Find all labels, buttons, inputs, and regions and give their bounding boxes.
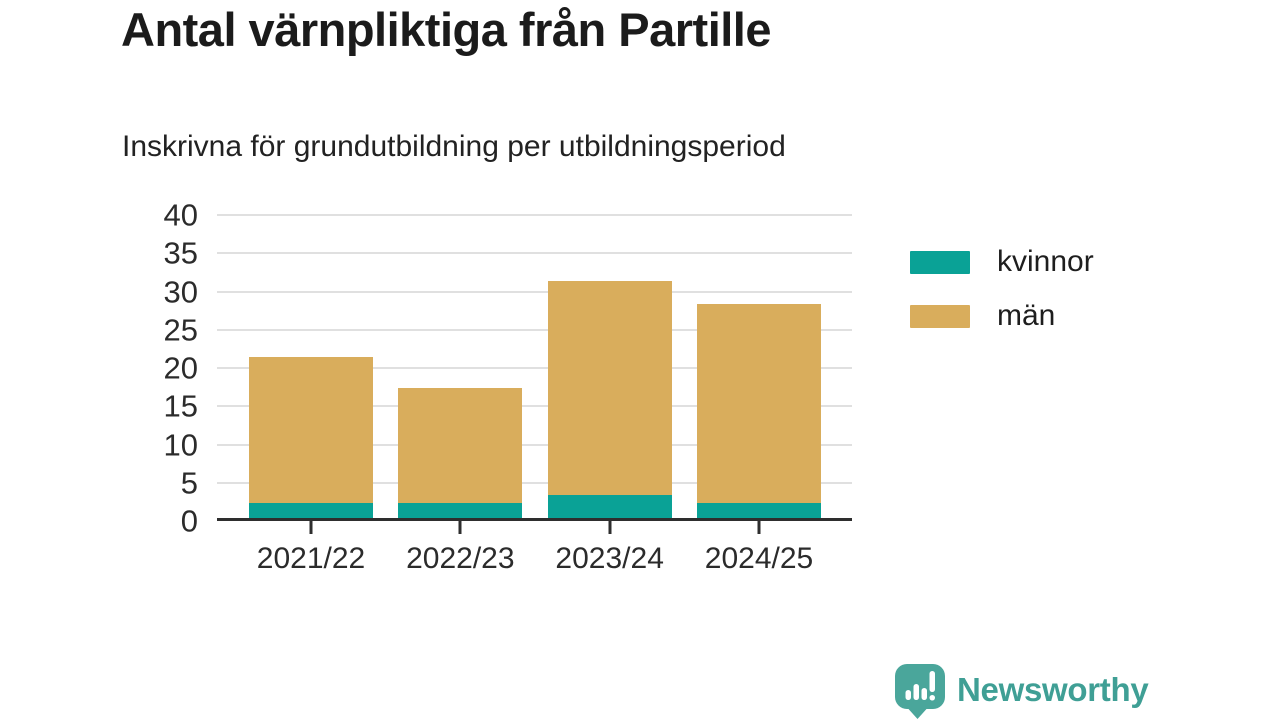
bar-segment-man-202122	[249, 357, 373, 503]
y-axis-tick-label-15: 15	[163, 388, 198, 424]
page-title: Antal värnpliktiga från Partille	[121, 3, 772, 56]
legend-item-kvinnor: kvinnor	[910, 247, 1094, 277]
x-axis-tick-label-202425: 2024/25	[704, 542, 814, 575]
gridline-40	[217, 214, 852, 216]
bar-202122	[249, 357, 373, 518]
x-axis-tick-202223	[458, 521, 462, 534]
gridline-10	[217, 443, 852, 446]
bar-segment-kvinnor-202223	[398, 502, 523, 518]
x-axis-tick-label-202122: 2021/22	[256, 542, 366, 575]
bar-segment-man-202324	[547, 280, 672, 496]
y-axis-tick-label-25: 25	[163, 312, 198, 348]
legend-item-man: män	[910, 301, 1094, 331]
x-axis-tick-label-202223: 2022/23	[406, 542, 515, 575]
y-axis-tick-label-35: 35	[163, 235, 198, 271]
y-axis-tick-label-0: 0	[180, 503, 198, 539]
newsworthy-wordmark: Newsworthy	[957, 670, 1149, 708]
y-axis-tick-label-30: 30	[163, 274, 198, 309]
newsworthy-bubble-chart-icon	[895, 664, 945, 719]
x-axis-tick-202324	[608, 521, 612, 534]
legend: kvinnor män	[910, 247, 1094, 331]
gridline-5	[217, 481, 852, 484]
legend-label-man: män	[997, 299, 1056, 332]
x-axis-line	[217, 518, 852, 521]
x-axis-tick-202425	[757, 521, 761, 534]
legend-label-kvinnor: kvinnor	[997, 245, 1094, 278]
bar-202223	[398, 387, 523, 518]
y-axis-tick-label-10: 10	[163, 427, 198, 462]
bar-segment-kvinnor-202324	[547, 495, 672, 518]
gridline-20	[217, 367, 852, 369]
bar-202324	[547, 280, 672, 518]
legend-swatch-man	[910, 304, 970, 328]
gridline-25	[217, 328, 852, 331]
gridline-15	[217, 405, 852, 408]
y-axis-tick-label-40: 40	[163, 197, 198, 233]
bar-segment-kvinnor-202122	[249, 502, 373, 518]
x-axis-tick-202122	[309, 521, 313, 534]
legend-swatch-kvinnor	[910, 250, 970, 274]
bar-segment-kvinnor-202425	[697, 502, 821, 518]
chart-subtitle: Inskrivna för grundutbildning per utbild…	[122, 130, 786, 163]
y-axis-tick-label-5: 5	[180, 465, 198, 501]
gridline-30	[217, 290, 852, 293]
newsworthy-logo: Newsworthy	[894, 663, 1149, 719]
bar-segment-man-202425	[697, 303, 821, 503]
plot-area	[217, 214, 852, 521]
x-axis-tick-label-202324: 2023/24	[555, 542, 664, 575]
bar-segment-man-202223	[398, 387, 523, 503]
gridline-35	[217, 252, 852, 255]
bar-202425	[697, 303, 821, 518]
y-axis-tick-label-20: 20	[163, 350, 198, 386]
